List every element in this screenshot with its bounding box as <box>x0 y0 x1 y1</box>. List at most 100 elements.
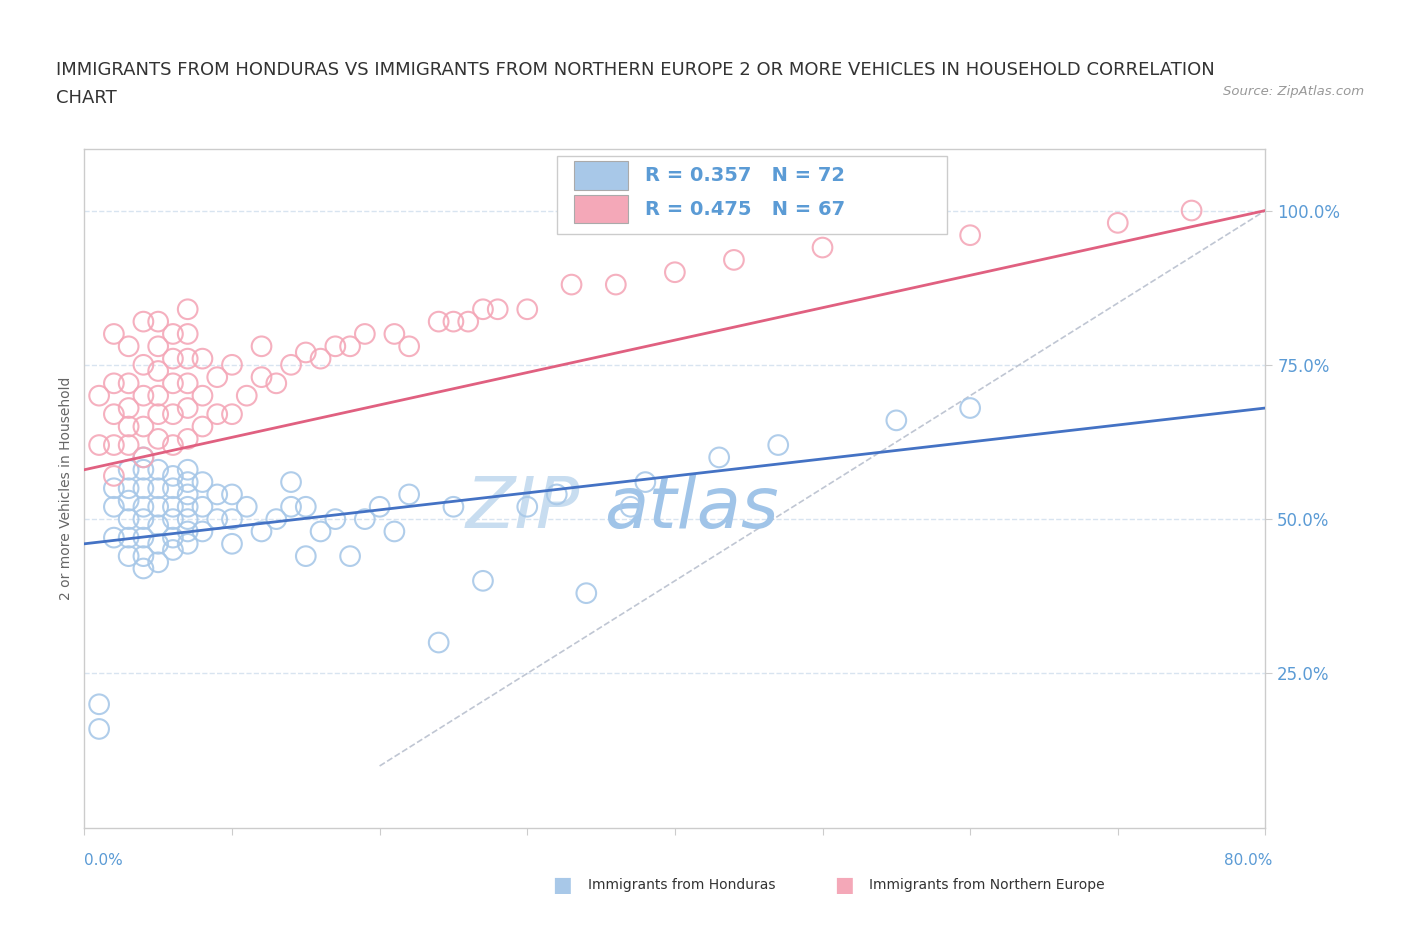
Text: Immigrants from Honduras: Immigrants from Honduras <box>588 878 775 893</box>
Point <box>132 499 155 514</box>
Point <box>205 512 228 526</box>
Point <box>177 537 200 551</box>
Point <box>148 499 170 514</box>
Y-axis label: 2 or more Vehicles in Household: 2 or more Vehicles in Household <box>59 377 73 600</box>
Point <box>264 376 288 391</box>
Point <box>132 419 155 434</box>
Point <box>118 419 141 434</box>
Point <box>235 388 259 403</box>
Point <box>1180 203 1202 218</box>
Point <box>103 469 125 484</box>
Point <box>221 357 243 372</box>
Point <box>1107 216 1129 231</box>
Point <box>162 438 184 453</box>
Point <box>103 326 125 341</box>
Point <box>221 487 243 502</box>
Point <box>250 370 273 385</box>
Text: ■: ■ <box>553 875 572 896</box>
Point <box>486 302 509 317</box>
Point <box>354 512 377 526</box>
Point <box>162 530 184 545</box>
Point <box>162 499 184 514</box>
Point <box>191 499 214 514</box>
Point <box>575 586 598 601</box>
Point <box>723 252 745 267</box>
Point <box>457 314 479 329</box>
Point <box>441 314 464 329</box>
Point <box>177 462 200 477</box>
Text: ZIP: ZIP <box>465 474 581 543</box>
Point <box>250 524 273 538</box>
Point <box>87 438 111 453</box>
Point <box>205 370 228 385</box>
Point <box>132 481 155 496</box>
Text: Source: ZipAtlas.com: Source: ZipAtlas.com <box>1223 85 1364 98</box>
Point <box>118 376 141 391</box>
Point <box>148 462 170 477</box>
Point <box>280 499 302 514</box>
Point <box>959 228 981 243</box>
Point <box>118 438 141 453</box>
Point <box>339 339 361 353</box>
Point <box>87 388 111 403</box>
Point <box>118 530 141 545</box>
Text: 80.0%: 80.0% <box>1225 853 1272 868</box>
Point <box>441 499 464 514</box>
Point <box>177 401 200 416</box>
Point <box>162 406 184 421</box>
Point <box>132 314 155 329</box>
Point <box>103 499 125 514</box>
Point <box>118 493 141 508</box>
Point <box>221 537 243 551</box>
Point <box>427 314 450 329</box>
Point <box>103 376 125 391</box>
Point <box>605 277 627 292</box>
Point <box>118 339 141 353</box>
Point <box>148 314 170 329</box>
Point <box>177 432 200 446</box>
Point <box>162 376 184 391</box>
Text: IMMIGRANTS FROM HONDURAS VS IMMIGRANTS FROM NORTHERN EUROPE 2 OR MORE VEHICLES I: IMMIGRANTS FROM HONDURAS VS IMMIGRANTS F… <box>56 61 1215 79</box>
Point <box>103 406 125 421</box>
Point <box>148 537 170 551</box>
Point <box>398 339 420 353</box>
Point <box>148 364 170 379</box>
Point <box>295 549 318 564</box>
Point <box>959 401 981 416</box>
Point <box>280 474 302 489</box>
Point <box>560 277 583 292</box>
Point <box>382 524 406 538</box>
FancyBboxPatch shape <box>575 195 627 223</box>
Point <box>132 357 155 372</box>
Point <box>132 549 155 564</box>
Point <box>619 499 641 514</box>
FancyBboxPatch shape <box>557 155 946 233</box>
Point <box>118 481 141 496</box>
Point <box>516 499 538 514</box>
Point <box>132 561 155 576</box>
Point <box>148 555 170 570</box>
Point <box>103 438 125 453</box>
Point <box>132 462 155 477</box>
Point <box>118 549 141 564</box>
Point <box>177 499 200 514</box>
Point <box>118 462 141 477</box>
Point <box>148 432 170 446</box>
Point <box>811 240 834 255</box>
Point <box>132 530 155 545</box>
Text: atlas: atlas <box>605 474 779 543</box>
Point <box>162 326 184 341</box>
Point <box>162 481 184 496</box>
Point <box>118 512 141 526</box>
Point <box>427 635 450 650</box>
Point <box>191 474 214 489</box>
Point <box>382 326 406 341</box>
Point <box>191 524 214 538</box>
Point <box>309 524 332 538</box>
Point <box>162 542 184 557</box>
Point <box>309 352 332 366</box>
Point <box>191 388 214 403</box>
Point <box>132 450 155 465</box>
Point <box>886 413 908 428</box>
Point <box>634 474 657 489</box>
